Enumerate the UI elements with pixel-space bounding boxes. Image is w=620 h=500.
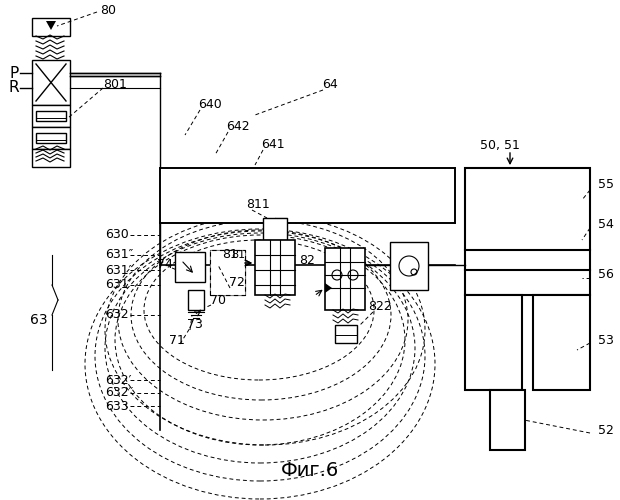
Bar (465, 168, 590, 295)
Text: 633: 633 (105, 400, 128, 412)
Bar (255, 240, 295, 295)
Text: 73: 73 (187, 318, 203, 332)
Text: 71: 71 (169, 334, 185, 346)
Text: 81: 81 (231, 250, 245, 260)
Text: 80: 80 (100, 4, 116, 16)
Text: 822: 822 (368, 300, 392, 314)
Bar (335, 325, 357, 343)
Text: 801: 801 (103, 78, 127, 92)
Text: 64: 64 (322, 78, 338, 92)
Text: 55: 55 (598, 178, 614, 192)
Bar (465, 295, 522, 390)
Text: 632: 632 (105, 308, 128, 322)
Text: P: P (9, 66, 19, 80)
Polygon shape (325, 283, 332, 293)
Text: Фиг.6: Фиг.6 (281, 460, 339, 479)
Text: 640: 640 (198, 98, 222, 112)
Polygon shape (46, 21, 56, 30)
Text: 642: 642 (226, 120, 250, 134)
Bar (533, 295, 590, 390)
Bar (32, 18, 70, 36)
Bar (490, 390, 525, 450)
Text: 56: 56 (598, 268, 614, 281)
Bar (32, 127, 70, 149)
Text: 54: 54 (598, 218, 614, 232)
Text: 74: 74 (157, 258, 173, 272)
Text: 53: 53 (598, 334, 614, 346)
Text: 630: 630 (105, 228, 129, 241)
Bar (32, 105, 70, 127)
Text: 631: 631 (105, 278, 128, 291)
Text: 50, 51: 50, 51 (480, 138, 520, 151)
Text: 70: 70 (210, 294, 226, 306)
Bar (32, 149, 70, 167)
Text: 631′: 631′ (105, 264, 131, 276)
Text: 632′: 632′ (105, 374, 131, 386)
Bar (32, 60, 70, 105)
Text: 641: 641 (261, 138, 285, 151)
Text: R: R (9, 80, 19, 96)
Bar (188, 290, 204, 310)
Text: 82: 82 (299, 254, 315, 266)
Text: 63: 63 (30, 313, 48, 327)
Text: 81: 81 (222, 248, 238, 262)
Bar (390, 242, 428, 290)
Bar (36, 133, 66, 143)
Bar (36, 111, 66, 121)
Text: 631″: 631″ (105, 248, 133, 262)
Bar (210, 250, 245, 295)
Text: 632″: 632″ (105, 386, 133, 400)
Bar (325, 248, 365, 310)
Text: 811: 811 (246, 198, 270, 211)
Bar (263, 218, 287, 240)
Bar (175, 252, 205, 282)
Bar (210, 250, 245, 295)
Bar (160, 168, 455, 223)
Text: 72: 72 (229, 276, 245, 289)
Text: 52: 52 (598, 424, 614, 436)
